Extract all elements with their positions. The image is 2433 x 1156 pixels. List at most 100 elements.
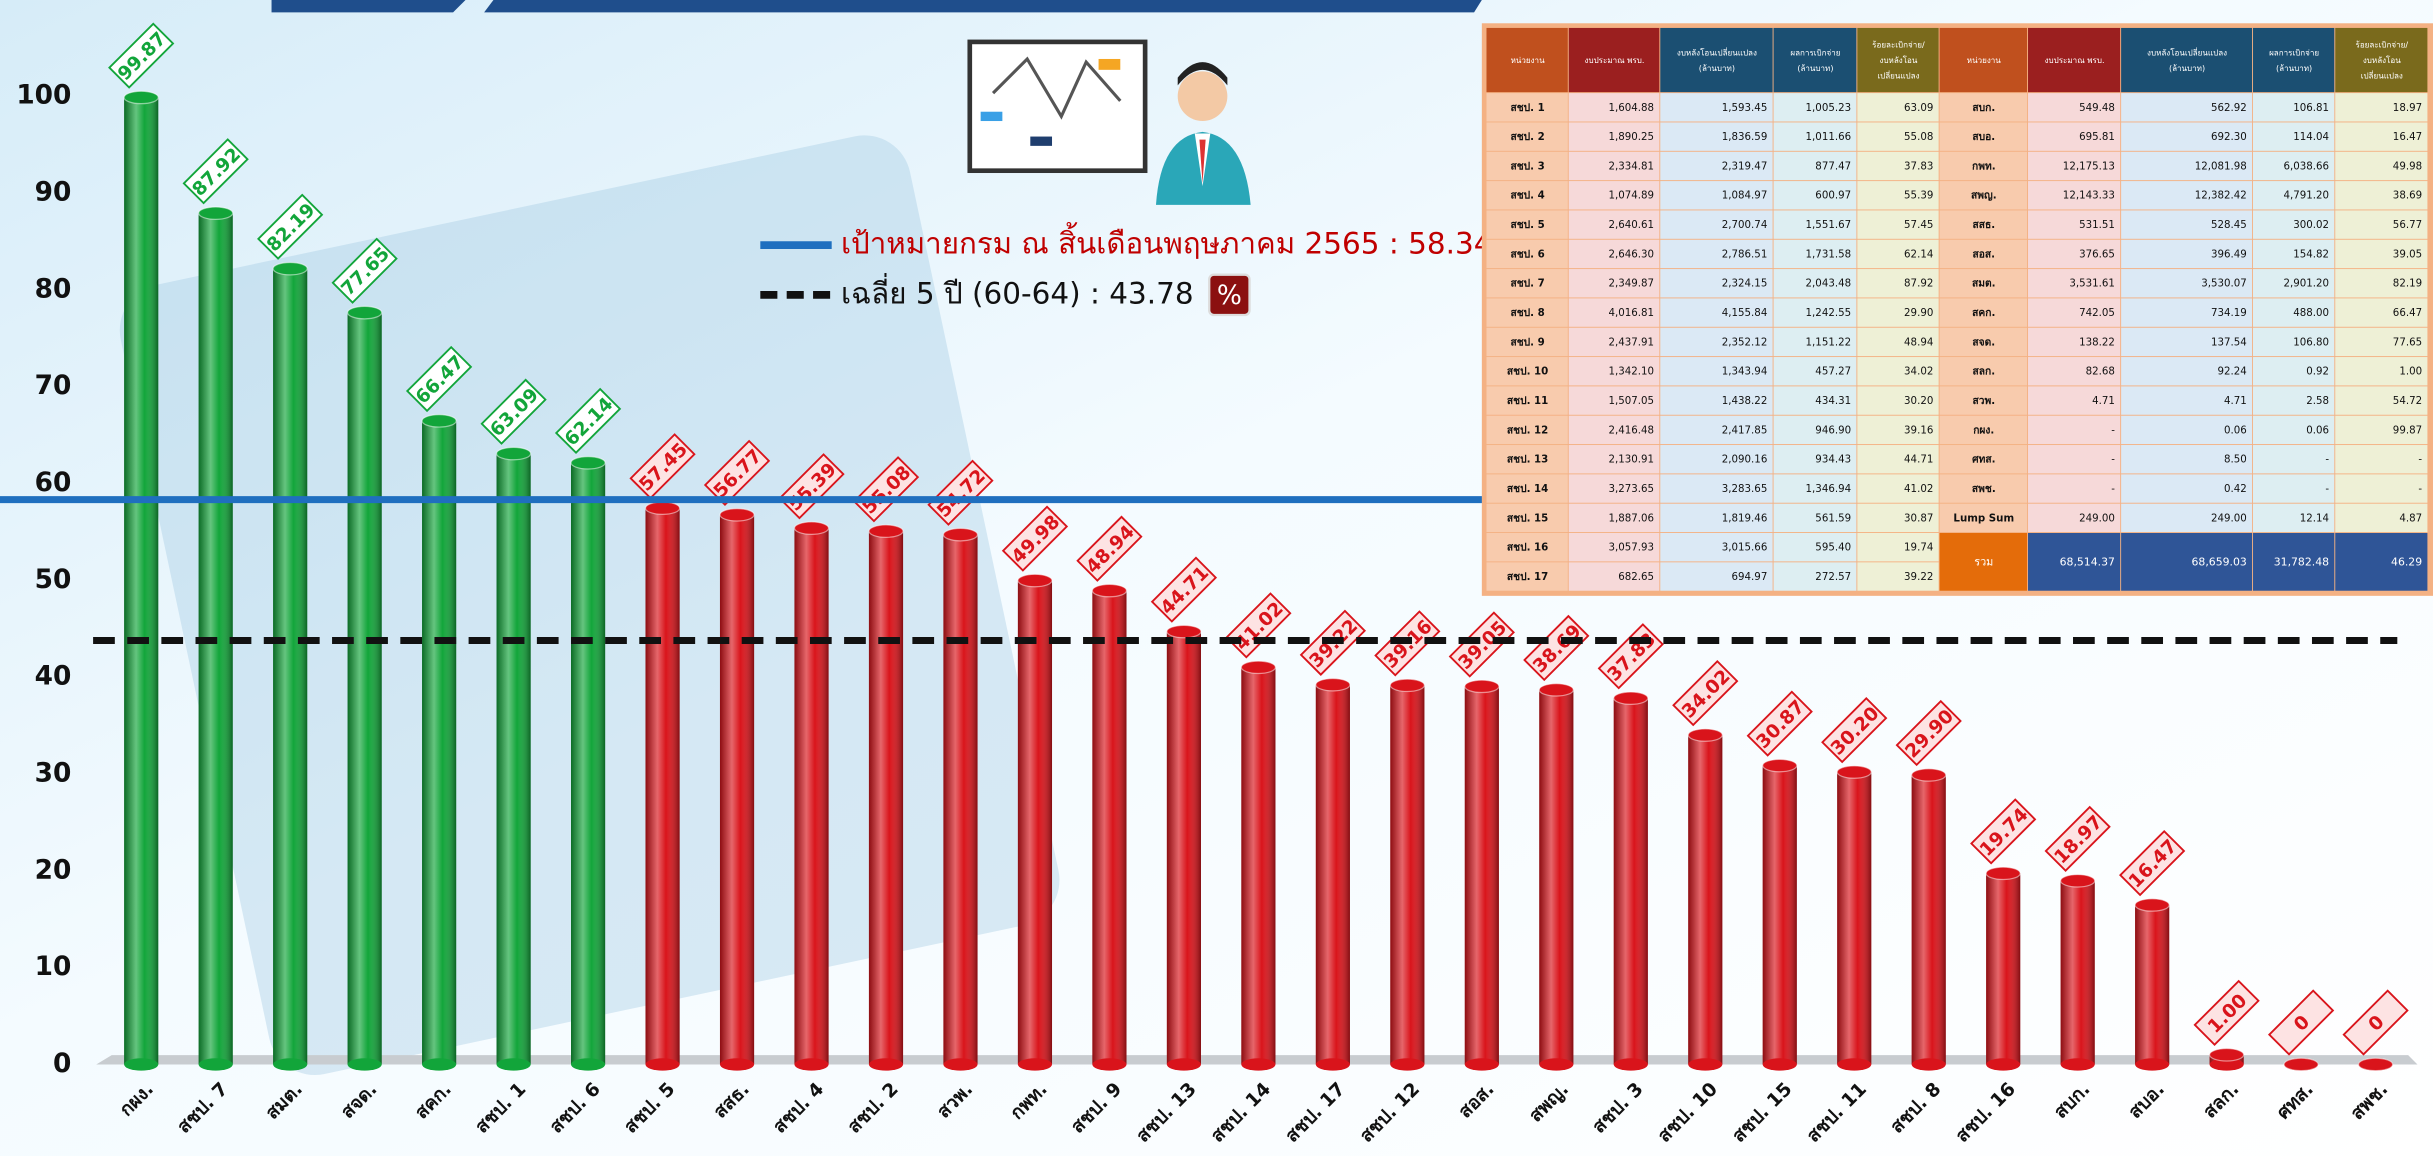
table-cell-text: 272.57 [1815,571,1851,583]
table-cell-text: 0.06 [2306,424,2329,436]
bar-shade [1465,686,1499,1064]
table-cell-text: 877.47 [1815,160,1851,172]
table-cell-text: 2,090.16 [1722,454,1768,466]
bar-base [1018,1058,1052,1070]
table-cell-text: 12,175.13 [2063,160,2115,172]
table-cell-text: สชป. 2 [1510,131,1544,143]
table-cell-text: 44.71 [1904,454,1933,466]
table-cell-text: 34.02 [1904,366,1933,378]
bar-shade [1390,685,1424,1064]
bar-shade [571,463,605,1065]
bar-base [199,1058,233,1070]
bar-top [348,306,382,318]
legend-label: เฉลี่ย 5 ปี (60-64) : 43.78 [841,272,1194,310]
table-cell-text: 4,791.20 [2283,190,2329,202]
bar-top [794,522,828,534]
table-cell-text: 4.71 [2092,395,2115,407]
table-cell-text: 12,143.33 [2063,190,2115,202]
y-tick-label: 20 [35,855,72,885]
table-cell-text: 39.05 [2393,248,2422,260]
table-cell-text: 12,081.98 [2195,160,2247,172]
bar-base [1167,1058,1201,1070]
bar-base [497,1058,531,1070]
table-header-cell [1660,28,1772,92]
bar-base [124,1058,158,1070]
bar-base [348,1058,382,1070]
bar-shade [2135,905,2169,1064]
table-cell-text: สลก. [1972,366,1995,378]
table-cell-text: 39.22 [1904,571,1933,583]
table-cell-text: สชป. 16 [1507,542,1548,554]
table-cell-text: 3,283.65 [1722,483,1768,495]
table-total-text: รวม [1974,555,1993,568]
table-cell-text: สชป. 1 [1510,102,1544,114]
table-cell-text: 106.81 [2293,102,2329,114]
table-cell-text: สชป. 7 [1510,278,1544,290]
table-cell-text: 562.92 [2211,102,2247,114]
table-header-cell [1774,28,1857,92]
bar-top [1539,684,1573,696]
bar-top [1763,759,1797,771]
table-cell [2253,445,2334,473]
bar-base [869,1058,903,1070]
table-cell-text: 3,531.61 [2069,278,2115,290]
bar-shade [1912,775,1946,1065]
table-cell-text: 934.43 [1815,454,1851,466]
table-header-text: ผลการเบิกจ่าย [2269,48,2319,57]
table-cell-text: สบอ. [1972,131,1995,143]
table-cell-text: 18.97 [2393,102,2422,114]
table-cell-text: Lump Sum [1953,512,2014,524]
bar-shade [273,269,307,1065]
table-cell-text: ศทส. [1972,454,1995,466]
table-header-text: (ล้านบาท) [1699,64,1735,73]
table-cell-text: - [2111,424,2115,436]
table-header-text: เปลี่ยนแปลง [2361,70,2403,81]
table-cell-text: 1,074.89 [1608,190,1654,202]
table-header-text: หน่วยงาน [1967,56,2001,65]
bar-shade [869,531,903,1064]
table-cell-text: สชป. 9 [1510,336,1544,348]
table-cell-text: 2,700.74 [1722,219,1768,231]
table-cell-text: 249.00 [2211,512,2247,524]
bar-top [1092,584,1126,596]
table-cell-text: 1,551.67 [1806,219,1852,231]
table-cell-text: 48.94 [1904,336,1933,348]
bar-base [1763,1058,1797,1070]
table-cell-text: 561.59 [1815,512,1851,524]
table-cell-text: 1,011.66 [1806,131,1852,143]
bar-top [571,457,605,469]
y-tick-label: 40 [35,662,72,692]
title-bar [272,0,466,12]
table-cell-text: 742.05 [2079,307,2115,319]
y-tick-label: 70 [35,371,72,401]
bar-top [2135,899,2169,911]
legend-badge-text: % [1217,281,1242,311]
table-cell-text: สชป. 3 [1510,160,1544,172]
table-cell-text: 1,836.59 [1722,131,1768,143]
legend-label: เป้าหมายกรม ณ สิ้นเดือนพฤษภาคม 2565 : 58… [841,223,1493,261]
table-cell-text: 4,155.84 [1722,307,1768,319]
bar-base [943,1058,977,1070]
table-cell-text: 1,890.25 [1608,131,1654,143]
bar-shade [1018,581,1052,1065]
bar-base [273,1058,307,1070]
table-cell-text: สคก. [1972,307,1995,319]
table-cell-text: สพช. [1972,483,1996,495]
bar-top [497,447,531,459]
table-cell-text: - [2111,483,2115,495]
table-cell-text: 2,786.51 [1722,248,1768,260]
bar-shade [1688,735,1722,1064]
table-header-text: ผลการเบิกจ่าย [1790,48,1840,57]
bar-top [124,91,158,103]
table-cell-text: กผง. [1973,424,1994,436]
table-cell-text: 2,901.20 [2283,278,2329,290]
table-cell-text: กพท. [1972,160,1996,172]
table-cell-text: 1,887.06 [1608,512,1654,524]
table-cell-text: 4.87 [2399,512,2422,524]
table-cell-text: 41.02 [1904,483,1933,495]
table-cell-text: สชป. 5 [1510,219,1544,231]
bar-base [1688,1058,1722,1070]
bar-top [2284,1058,2318,1070]
table-cell [2028,416,2120,444]
bar-shade [1092,591,1126,1065]
